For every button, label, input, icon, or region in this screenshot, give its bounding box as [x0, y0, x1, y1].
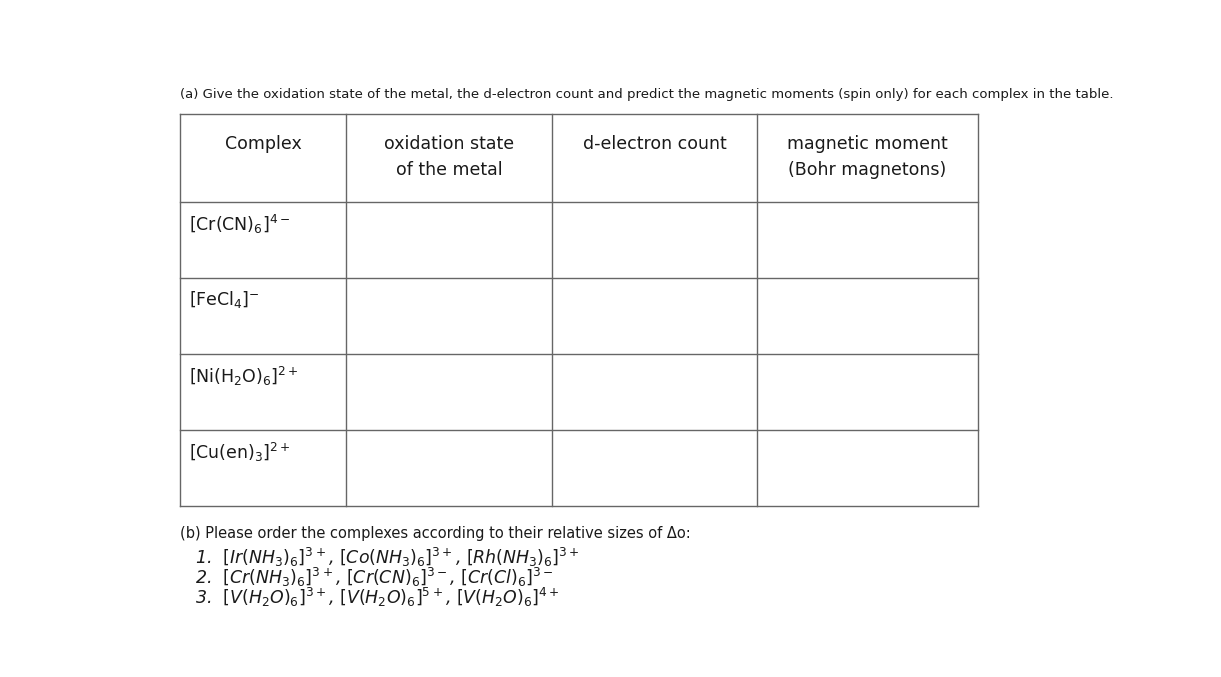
Text: of the metal: of the metal	[396, 161, 502, 179]
Text: magnetic moment: magnetic moment	[788, 135, 947, 153]
Text: 1.  $[Ir(NH_3)_6]^{3+}$, $[Co(NH_3)_6]^{3+}$, $[Rh(NH_3)_6]^{3+}$: 1. $[Ir(NH_3)_6]^{3+}$, $[Co(NH_3)_6]^{3…	[195, 546, 580, 569]
Text: (b) Please order the complexes according to their relative sizes of Δo:: (b) Please order the complexes according…	[179, 525, 691, 540]
Text: $[\mathrm{Cu(en)_3}]^{2+}$: $[\mathrm{Cu(en)_3}]^{2+}$	[189, 441, 291, 464]
Text: $[\mathrm{Ni(H_2O)_6}]^{2+}$: $[\mathrm{Ni(H_2O)_6}]^{2+}$	[189, 365, 299, 388]
Text: $[\mathrm{FeCl_4}]^{-}$: $[\mathrm{FeCl_4}]^{-}$	[189, 289, 260, 310]
Text: (Bohr magnetons): (Bohr magnetons)	[789, 161, 946, 179]
Text: 3.  $[V(H_2O)_6]^{3+}$, $[V(H_2O)_6]^{5+}$, $[V(H_2O)_6]^{4+}$: 3. $[V(H_2O)_6]^{3+}$, $[V(H_2O)_6]^{5+}…	[195, 586, 560, 609]
Text: (a) Give the oxidation state of the metal, the d-electron count and predict the : (a) Give the oxidation state of the meta…	[179, 88, 1114, 101]
Text: 2.  $[Cr(NH_3)_6]^{3+}$, $[Cr(CN)_6]^{3-}$, $[Cr(Cl)_6]^{3-}$: 2. $[Cr(NH_3)_6]^{3+}$, $[Cr(CN)_6]^{3-}…	[195, 567, 553, 590]
Text: d-electron count: d-electron count	[582, 135, 726, 153]
Text: oxidation state: oxidation state	[383, 135, 514, 153]
Text: Complex: Complex	[225, 135, 302, 153]
Text: $[\mathrm{Cr(CN)_6}]^{4-}$: $[\mathrm{Cr(CN)_6}]^{4-}$	[189, 213, 291, 236]
